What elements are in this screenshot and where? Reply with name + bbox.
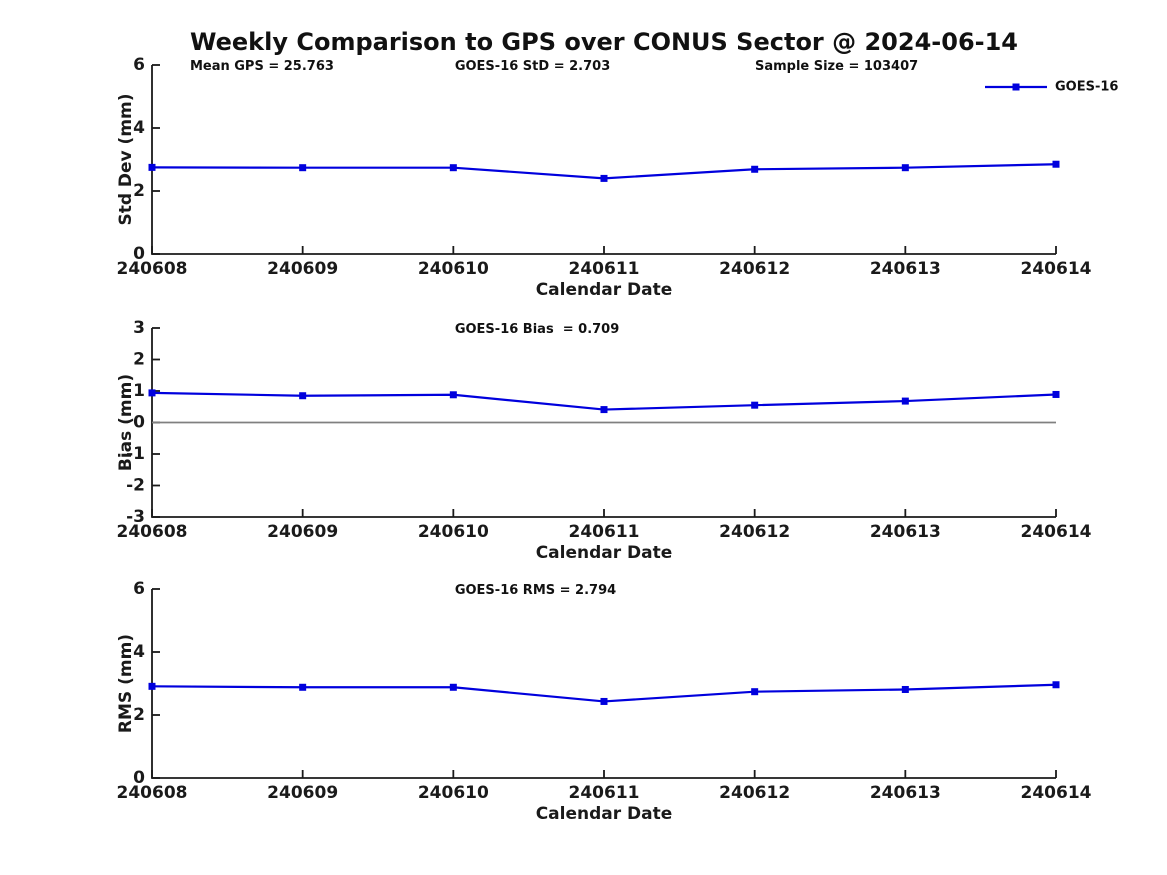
x-tick-label: 240613: [870, 522, 941, 542]
data-point-marker: [1052, 390, 1060, 398]
x-tick-label: 240613: [870, 259, 941, 279]
y-tick-label: 0: [133, 413, 145, 433]
x-tick-label: 240610: [418, 783, 489, 803]
data-point-marker: [299, 683, 307, 691]
data-point-marker: [600, 406, 608, 414]
annotation-text: GOES-16 StD = 2.703: [455, 59, 610, 74]
data-point-marker: [449, 164, 457, 172]
legend-marker: [1012, 83, 1020, 91]
x-tick-label: 240608: [117, 783, 188, 803]
y-tick-label: 4: [133, 642, 145, 662]
x-tick-label: 240614: [1021, 522, 1092, 542]
y-tick-label: -1: [126, 444, 145, 464]
x-tick-label: 240610: [418, 522, 489, 542]
x-tick-label: 240609: [267, 522, 338, 542]
x-tick-label: 240609: [267, 259, 338, 279]
x-axis-title: Calendar Date: [536, 280, 673, 300]
y-tick-label: 4: [133, 118, 145, 138]
data-point-marker: [299, 392, 307, 400]
y-tick-label: 2: [133, 705, 145, 725]
data-point-marker: [901, 685, 909, 693]
x-tick-label: 240610: [418, 259, 489, 279]
subplot-bias: -3 -2 -1 0 1 2 3 240608 240609 240610 240611 240612…: [116, 318, 1092, 563]
x-tick-label: 240612: [719, 783, 790, 803]
x-tick-label: 240611: [569, 259, 640, 279]
x-tick-label: 240613: [870, 783, 941, 803]
y-tick-label: 1: [133, 381, 145, 401]
data-point-marker: [600, 174, 608, 182]
data-point-marker: [1052, 160, 1060, 168]
x-tick-label: 240609: [267, 783, 338, 803]
legend: GOES-16: [985, 80, 1118, 95]
y-axis-title: Std Dev (mm): [116, 93, 136, 225]
subplot-std-dev: 0 2 4 6 240608 240609 240610 240611 240612 240613…: [116, 55, 1118, 300]
y-axis-title: RMS (mm): [116, 634, 136, 733]
y-tick-label: -3: [126, 507, 145, 527]
x-tick-label: 240614: [1021, 259, 1092, 279]
y-tick-label: 0: [133, 768, 145, 788]
data-point-marker: [751, 165, 759, 173]
axes-spines: [151, 65, 1056, 255]
y-tick-label: -2: [126, 476, 145, 496]
data-point-marker: [449, 683, 457, 691]
data-point-marker: [901, 397, 909, 405]
x-tick-label: 240612: [719, 259, 790, 279]
y-tick-label: 6: [133, 55, 145, 75]
x-tick-label: 240612: [719, 522, 790, 542]
x-axis-title: Calendar Date: [536, 543, 673, 563]
data-point-marker: [148, 682, 156, 690]
chart-title: Weekly Comparison to GPS over CONUS Sect…: [189, 28, 1018, 56]
y-tick-label: 3: [133, 318, 145, 338]
y-tick-label: 6: [133, 579, 145, 599]
data-point-marker: [751, 401, 759, 409]
annotation-text: Mean GPS = 25.763: [190, 59, 334, 74]
subplot-rms: 0 2 4 6 240608 240609 240610 240611 240612 240613…: [116, 579, 1092, 824]
legend-series-label: GOES-16: [1055, 80, 1118, 95]
x-tick-label: 240611: [569, 522, 640, 542]
y-tick-label: 2: [133, 350, 145, 370]
data-point-marker: [600, 697, 608, 705]
y-tick-label: 2: [133, 181, 145, 201]
x-axis-title: Calendar Date: [536, 804, 673, 824]
y-tick-label: 0: [133, 244, 145, 264]
data-point-marker: [751, 688, 759, 696]
data-point-marker: [901, 164, 909, 172]
x-tick-label: 240608: [117, 259, 188, 279]
y-axis-title: Bias (mm): [116, 374, 136, 471]
data-point-marker: [449, 391, 457, 399]
axes-spines: [151, 589, 1056, 779]
x-tick-label: 240614: [1021, 783, 1092, 803]
annotation-text: GOES-16 Bias = 0.709: [455, 322, 619, 337]
data-point-marker: [1052, 681, 1060, 689]
data-point-marker: [148, 389, 156, 397]
annotation-text: Sample Size = 103407: [755, 59, 918, 74]
data-point-marker: [299, 164, 307, 172]
x-tick-label: 240611: [569, 783, 640, 803]
x-tick-label: 240608: [117, 522, 188, 542]
data-point-marker: [148, 163, 156, 171]
annotation-text: GOES-16 RMS = 2.794: [455, 583, 616, 598]
